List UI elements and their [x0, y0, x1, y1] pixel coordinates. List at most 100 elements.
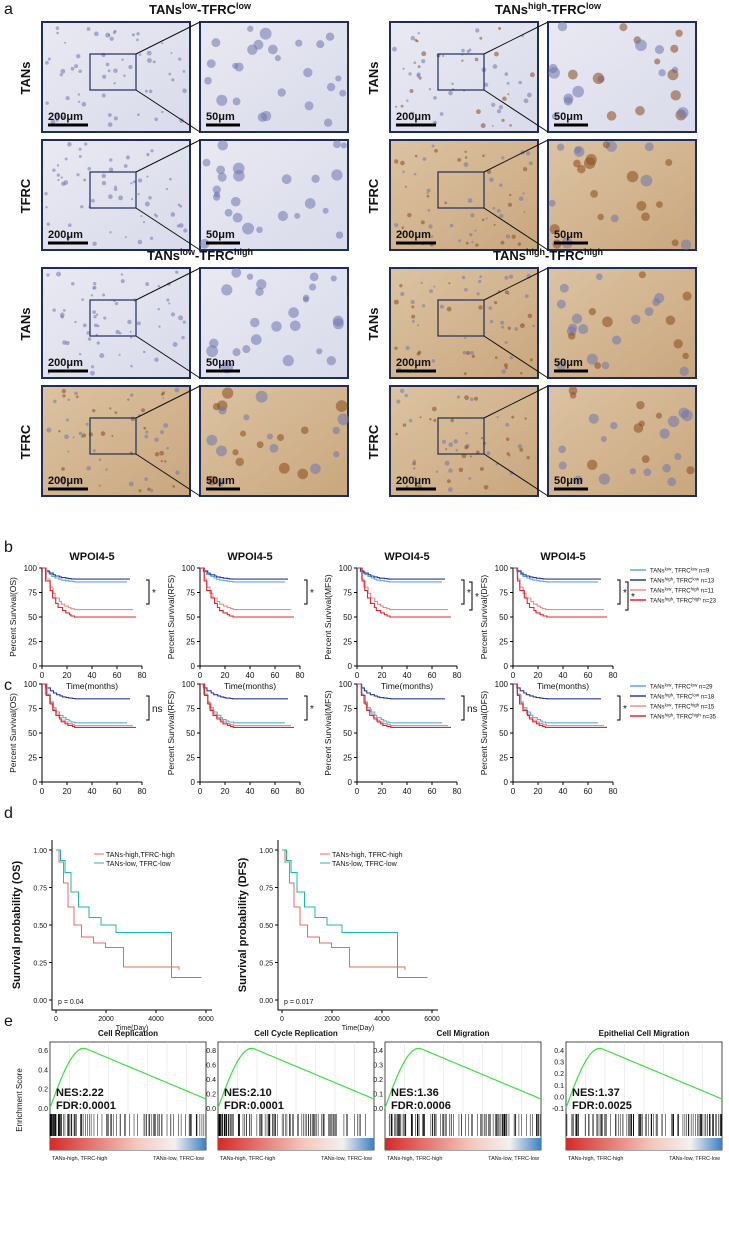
cell [147, 58, 152, 63]
x-tick-label: 80 [138, 671, 147, 680]
cell [216, 94, 228, 106]
cell [217, 140, 228, 151]
cell [444, 460, 450, 466]
cell [96, 341, 100, 345]
y-tick-label: 75 [343, 705, 352, 714]
cell [83, 178, 87, 182]
x-tick-label: 0 [280, 1016, 284, 1023]
y-tick-label: 25 [28, 638, 37, 647]
zoom-box [437, 171, 485, 209]
cell [532, 324, 535, 328]
cell [60, 176, 63, 179]
cell [182, 320, 186, 324]
cell [209, 338, 219, 349]
cell [527, 92, 532, 98]
cell [143, 426, 147, 430]
cell [87, 337, 92, 341]
cell [92, 281, 97, 286]
x-tick-label: 4000 [374, 1016, 390, 1023]
cell [45, 206, 48, 209]
title-part: TANs [147, 248, 180, 263]
cell [474, 229, 477, 232]
x-tick-label: 60 [113, 787, 122, 796]
cell [82, 433, 87, 438]
legend-part: low [665, 586, 673, 591]
group-title: TANslow-TFRChigh [147, 247, 253, 263]
cell [93, 31, 99, 37]
cell [113, 82, 116, 85]
plot-title: Cell Cycle Replication [254, 1029, 338, 1038]
legend-part: low [665, 702, 673, 707]
cell [170, 51, 173, 55]
x-tick-label: 0 [40, 671, 45, 680]
cell [418, 76, 422, 80]
cell [573, 146, 585, 157]
cell [137, 178, 143, 183]
cell [464, 395, 470, 401]
y-tick-label: 25 [499, 754, 508, 763]
cell [602, 141, 610, 149]
cell [573, 475, 584, 485]
x-tick-label: 60 [584, 787, 593, 796]
cell [559, 283, 569, 293]
cell [175, 470, 180, 475]
cell [123, 74, 126, 77]
cell [640, 174, 653, 187]
cell [522, 192, 525, 195]
cell [509, 124, 512, 127]
x-tick-label: 40 [246, 787, 255, 796]
y-tick-label: 75 [499, 705, 508, 714]
cell [170, 212, 176, 217]
cell [113, 68, 118, 74]
cell [448, 282, 451, 285]
cell [325, 32, 335, 41]
cell [525, 151, 531, 156]
cell [682, 352, 689, 360]
cell [91, 198, 95, 203]
cell [257, 112, 268, 122]
cell [250, 334, 262, 345]
cell [665, 158, 673, 167]
survival-curve [42, 683, 136, 728]
cell [517, 444, 523, 449]
significance: * [623, 704, 627, 715]
cell [469, 455, 473, 458]
cell [409, 88, 414, 93]
cell [78, 69, 82, 73]
legend-entry: TANs-low, TFRC-low [332, 861, 398, 868]
y-tick-label: 100 [339, 564, 353, 573]
cell [146, 50, 152, 56]
zoom-line [135, 335, 201, 379]
cell [130, 198, 134, 201]
cell [641, 455, 650, 464]
cell [501, 369, 507, 374]
cell [96, 324, 100, 328]
cell [45, 60, 49, 65]
cell [471, 354, 475, 359]
cell [556, 143, 565, 151]
cell [558, 461, 567, 470]
bracket [304, 695, 308, 721]
cell [102, 293, 106, 297]
p-value: p = 0.04 [58, 999, 84, 1006]
cell [335, 231, 344, 239]
cell [55, 113, 59, 118]
cell [643, 468, 652, 477]
cell [103, 316, 107, 320]
legend-part: low [692, 692, 700, 697]
cell [426, 194, 430, 198]
y-tick-label: 0.6 [38, 1048, 48, 1055]
cell [333, 451, 340, 458]
cell [240, 430, 247, 437]
cell [504, 366, 508, 370]
cell [144, 201, 150, 207]
cell [52, 308, 56, 312]
cell [402, 67, 405, 70]
panel-label: d [4, 805, 13, 822]
cell [231, 267, 242, 278]
cell [506, 81, 510, 85]
y-axis-label: Percent Survival(MFS) [323, 690, 333, 776]
cell [179, 204, 183, 208]
right-label: TANs-low, TFRC-low [488, 1156, 539, 1162]
cell [56, 31, 59, 35]
